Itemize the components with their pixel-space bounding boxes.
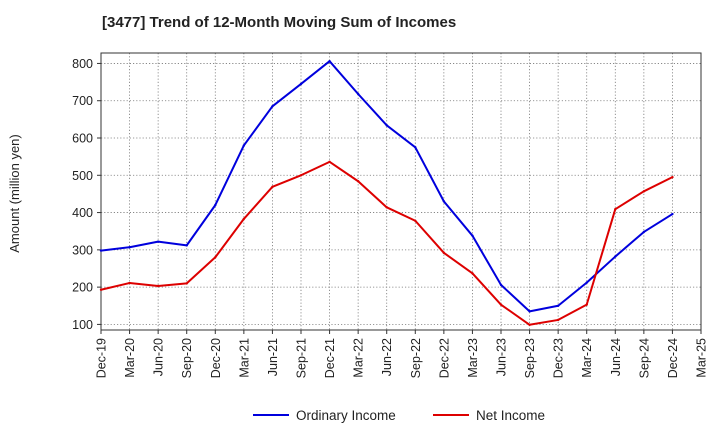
x-tick-label: Mar-20 <box>123 338 137 378</box>
data-point <box>356 180 360 183</box>
x-tick-label: Jun-24 <box>609 338 623 376</box>
y-tick-label: 100 <box>72 318 93 332</box>
x-tick-label: Mar-25 <box>695 338 709 378</box>
plot-frame <box>100 52 702 331</box>
y-tick-label: 500 <box>72 169 93 183</box>
data-point <box>471 272 474 275</box>
data-point <box>442 200 446 203</box>
data-point <box>156 284 160 288</box>
legend: Ordinary Income Net Income <box>253 408 545 423</box>
y-tick-label: 600 <box>72 132 93 146</box>
x-tick-label: Dec-23 <box>552 338 566 378</box>
x-tick-label: Sep-21 <box>295 338 309 378</box>
data-point <box>499 303 503 306</box>
series-lines <box>99 60 674 326</box>
y-tick-label: 200 <box>72 281 93 295</box>
data-point <box>214 203 217 207</box>
legend-item: Ordinary Income <box>253 408 396 423</box>
data-point <box>442 251 446 255</box>
data-point <box>642 190 646 193</box>
data-point <box>528 310 531 313</box>
x-tick-label: Jun-21 <box>266 338 280 376</box>
data-point <box>385 206 388 209</box>
legend-label: Net Income <box>476 408 545 423</box>
y-tick-label: 400 <box>72 206 93 220</box>
data-point <box>414 146 417 149</box>
data-point <box>156 240 160 243</box>
y-axis-ticks: 100 200 300 400 500 600 700 800 <box>72 57 101 332</box>
legend-item: Net Income <box>433 408 545 423</box>
data-point <box>585 303 588 306</box>
x-axis-ticks: Dec-19 Mar-20 Jun-20 Sep-20 Dec-20 Mar-21 Jun-… <box>95 330 709 378</box>
x-tick-label: Dec-20 <box>209 338 223 378</box>
legend-label: Ordinary Income <box>296 408 396 423</box>
data-point <box>128 281 131 285</box>
data-point <box>185 244 188 247</box>
data-point <box>99 288 103 291</box>
x-tick-label: Mar-24 <box>580 338 594 378</box>
data-point <box>99 249 103 252</box>
x-tick-label: Dec-21 <box>323 338 337 378</box>
series-net-income <box>99 160 674 326</box>
data-point <box>242 144 246 147</box>
y-tick-label: 800 <box>72 57 93 71</box>
data-point <box>614 255 617 258</box>
x-tick-label: Sep-24 <box>637 338 651 378</box>
data-point <box>585 281 588 284</box>
data-point <box>671 212 674 216</box>
x-tick-label: Jun-22 <box>380 338 394 376</box>
data-point <box>471 234 474 237</box>
data-point <box>299 174 303 177</box>
data-point <box>271 105 274 108</box>
x-tick-label: Mar-23 <box>466 338 480 378</box>
data-point <box>385 124 388 127</box>
data-point <box>185 282 188 285</box>
x-tick-label: Sep-22 <box>409 338 423 378</box>
x-tick-label: Sep-20 <box>180 338 194 378</box>
x-tick-label: Jun-20 <box>152 338 166 376</box>
x-tick-label: Mar-21 <box>237 338 251 378</box>
x-tick-label: Dec-22 <box>437 338 451 378</box>
data-point <box>128 246 131 249</box>
data-point <box>299 82 303 86</box>
data-point <box>614 208 617 211</box>
data-point <box>556 318 560 322</box>
data-point <box>356 92 360 96</box>
y-tick-label: 700 <box>72 94 93 108</box>
data-point <box>214 256 217 259</box>
x-tick-label: Sep-23 <box>523 338 537 378</box>
data-point <box>556 304 560 307</box>
series-ordinary-income <box>99 60 674 313</box>
chart-title: [3477] Trend of 12-Month Moving Sum of I… <box>102 14 457 31</box>
data-point <box>271 185 274 189</box>
data-point <box>671 175 674 179</box>
data-point <box>328 160 331 164</box>
x-tick-label: Dec-24 <box>666 338 680 378</box>
data-point <box>414 219 417 222</box>
x-tick-label: Dec-19 <box>95 338 109 378</box>
grid <box>101 53 701 330</box>
data-point <box>528 323 531 326</box>
y-tick-label: 300 <box>72 243 93 257</box>
data-point <box>328 60 331 63</box>
data-point <box>499 283 503 287</box>
x-tick-label: Mar-22 <box>352 338 366 378</box>
x-tick-label: Jun-23 <box>495 338 509 376</box>
y-axis-label: Amount (million yen) <box>7 134 22 253</box>
data-point <box>642 230 646 234</box>
data-point <box>242 217 246 221</box>
